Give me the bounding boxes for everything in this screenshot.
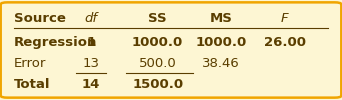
Text: Regression: Regression (14, 36, 97, 49)
Text: df: df (84, 12, 97, 25)
Text: Error: Error (14, 57, 47, 70)
Text: 38.46: 38.46 (202, 57, 240, 70)
Text: 1000.0: 1000.0 (132, 36, 183, 49)
Text: Source: Source (14, 12, 66, 25)
Text: 13: 13 (82, 57, 100, 70)
Text: 1500.0: 1500.0 (132, 78, 183, 92)
Text: MS: MS (210, 12, 233, 25)
Text: 26.00: 26.00 (264, 36, 305, 49)
Text: F: F (281, 12, 288, 25)
Text: 1000.0: 1000.0 (196, 36, 247, 49)
Text: Total: Total (14, 78, 51, 92)
Text: 500.0: 500.0 (139, 57, 176, 70)
Text: SS: SS (148, 12, 167, 25)
Text: 1: 1 (86, 36, 95, 49)
Text: 14: 14 (82, 78, 100, 92)
FancyBboxPatch shape (1, 2, 341, 98)
